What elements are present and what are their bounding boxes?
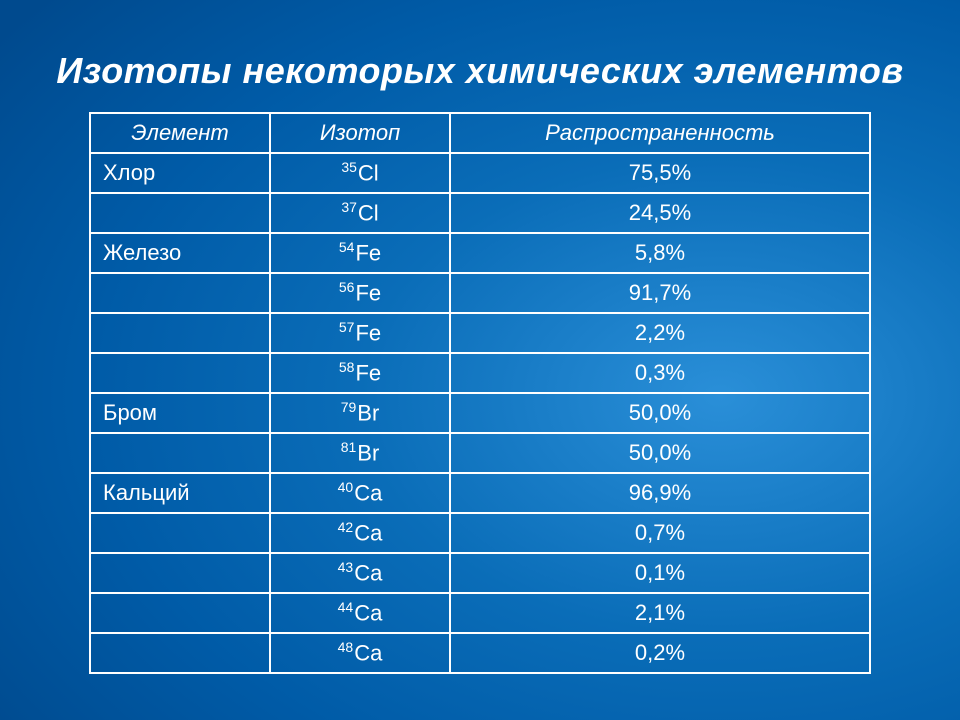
- cell-abundance: 2,1%: [450, 593, 870, 633]
- isotope-table: Элемент Изотоп Распространенность Хлор 3…: [89, 112, 871, 674]
- element-symbol: Ca: [354, 480, 382, 505]
- table-row: 37Cl 24,5%: [90, 193, 870, 233]
- cell-abundance: 2,2%: [450, 313, 870, 353]
- element-symbol: Fe: [355, 240, 381, 265]
- slide: Изотопы некоторых химических элементов Э…: [0, 0, 960, 720]
- cell-isotope: 81Br: [270, 433, 450, 473]
- table-row: Кальций 40Ca 96,9%: [90, 473, 870, 513]
- table-row: 43Ca 0,1%: [90, 553, 870, 593]
- cell-element: Кальций: [90, 473, 270, 513]
- mass-number: 79: [341, 399, 357, 415]
- cell-element: Хлор: [90, 153, 270, 193]
- mass-number: 37: [341, 199, 357, 215]
- col-header-abundance: Распространенность: [450, 113, 870, 153]
- element-symbol: Cl: [358, 200, 379, 225]
- table-row: Железо 54Fe 5,8%: [90, 233, 870, 273]
- mass-number: 58: [339, 359, 355, 375]
- element-symbol: Ca: [354, 640, 382, 665]
- table-row: Бром 79Br 50,0%: [90, 393, 870, 433]
- element-symbol: Fe: [355, 320, 381, 345]
- cell-element: [90, 593, 270, 633]
- mass-number: 56: [339, 279, 355, 295]
- cell-isotope: 54Fe: [270, 233, 450, 273]
- mass-number: 35: [341, 159, 357, 175]
- table-row: 48Ca 0,2%: [90, 633, 870, 673]
- cell-element: [90, 313, 270, 353]
- cell-element: [90, 513, 270, 553]
- cell-isotope: 42Ca: [270, 513, 450, 553]
- cell-abundance: 0,7%: [450, 513, 870, 553]
- cell-abundance: 96,9%: [450, 473, 870, 513]
- cell-isotope: 79Br: [270, 393, 450, 433]
- cell-element: [90, 433, 270, 473]
- table-header-row: Элемент Изотоп Распространенность: [90, 113, 870, 153]
- cell-isotope: 37Cl: [270, 193, 450, 233]
- element-symbol: Br: [357, 440, 379, 465]
- table-row: 42Ca 0,7%: [90, 513, 870, 553]
- cell-element: [90, 633, 270, 673]
- element-symbol: Ca: [354, 520, 382, 545]
- cell-abundance: 75,5%: [450, 153, 870, 193]
- table-row: 57Fe 2,2%: [90, 313, 870, 353]
- element-symbol: Cl: [358, 160, 379, 185]
- cell-abundance: 91,7%: [450, 273, 870, 313]
- table-row: Хлор 35Cl 75,5%: [90, 153, 870, 193]
- cell-isotope: 44Ca: [270, 593, 450, 633]
- mass-number: 54: [339, 239, 355, 255]
- cell-isotope: 35Cl: [270, 153, 450, 193]
- mass-number: 48: [338, 639, 354, 655]
- cell-isotope: 56Fe: [270, 273, 450, 313]
- page-title: Изотопы некоторых химических элементов: [0, 50, 960, 92]
- cell-abundance: 0,1%: [450, 553, 870, 593]
- element-symbol: Fe: [355, 280, 381, 305]
- cell-element: Бром: [90, 393, 270, 433]
- cell-isotope: 43Ca: [270, 553, 450, 593]
- cell-isotope: 57Fe: [270, 313, 450, 353]
- cell-abundance: 0,3%: [450, 353, 870, 393]
- col-header-isotope: Изотоп: [270, 113, 450, 153]
- cell-isotope: 48Ca: [270, 633, 450, 673]
- cell-element: [90, 273, 270, 313]
- mass-number: 43: [338, 559, 354, 575]
- cell-abundance: 50,0%: [450, 393, 870, 433]
- element-symbol: Ca: [354, 600, 382, 625]
- cell-abundance: 5,8%: [450, 233, 870, 273]
- element-symbol: Fe: [355, 360, 381, 385]
- cell-element: [90, 353, 270, 393]
- element-symbol: Br: [357, 400, 379, 425]
- cell-abundance: 24,5%: [450, 193, 870, 233]
- mass-number: 81: [341, 439, 357, 455]
- table-row: 81Br 50,0%: [90, 433, 870, 473]
- cell-isotope: 40Ca: [270, 473, 450, 513]
- table-row: 56Fe 91,7%: [90, 273, 870, 313]
- table-row: 58Fe 0,3%: [90, 353, 870, 393]
- cell-isotope: 58Fe: [270, 353, 450, 393]
- cell-element: [90, 193, 270, 233]
- col-header-element: Элемент: [90, 113, 270, 153]
- mass-number: 44: [338, 599, 354, 615]
- element-symbol: Ca: [354, 560, 382, 585]
- mass-number: 57: [339, 319, 355, 335]
- cell-abundance: 0,2%: [450, 633, 870, 673]
- table-body: Хлор 35Cl 75,5% 37Cl 24,5% Железо 54Fe 5…: [90, 153, 870, 673]
- mass-number: 40: [338, 479, 354, 495]
- cell-element: Железо: [90, 233, 270, 273]
- cell-element: [90, 553, 270, 593]
- table-row: 44Ca 2,1%: [90, 593, 870, 633]
- mass-number: 42: [338, 519, 354, 535]
- cell-abundance: 50,0%: [450, 433, 870, 473]
